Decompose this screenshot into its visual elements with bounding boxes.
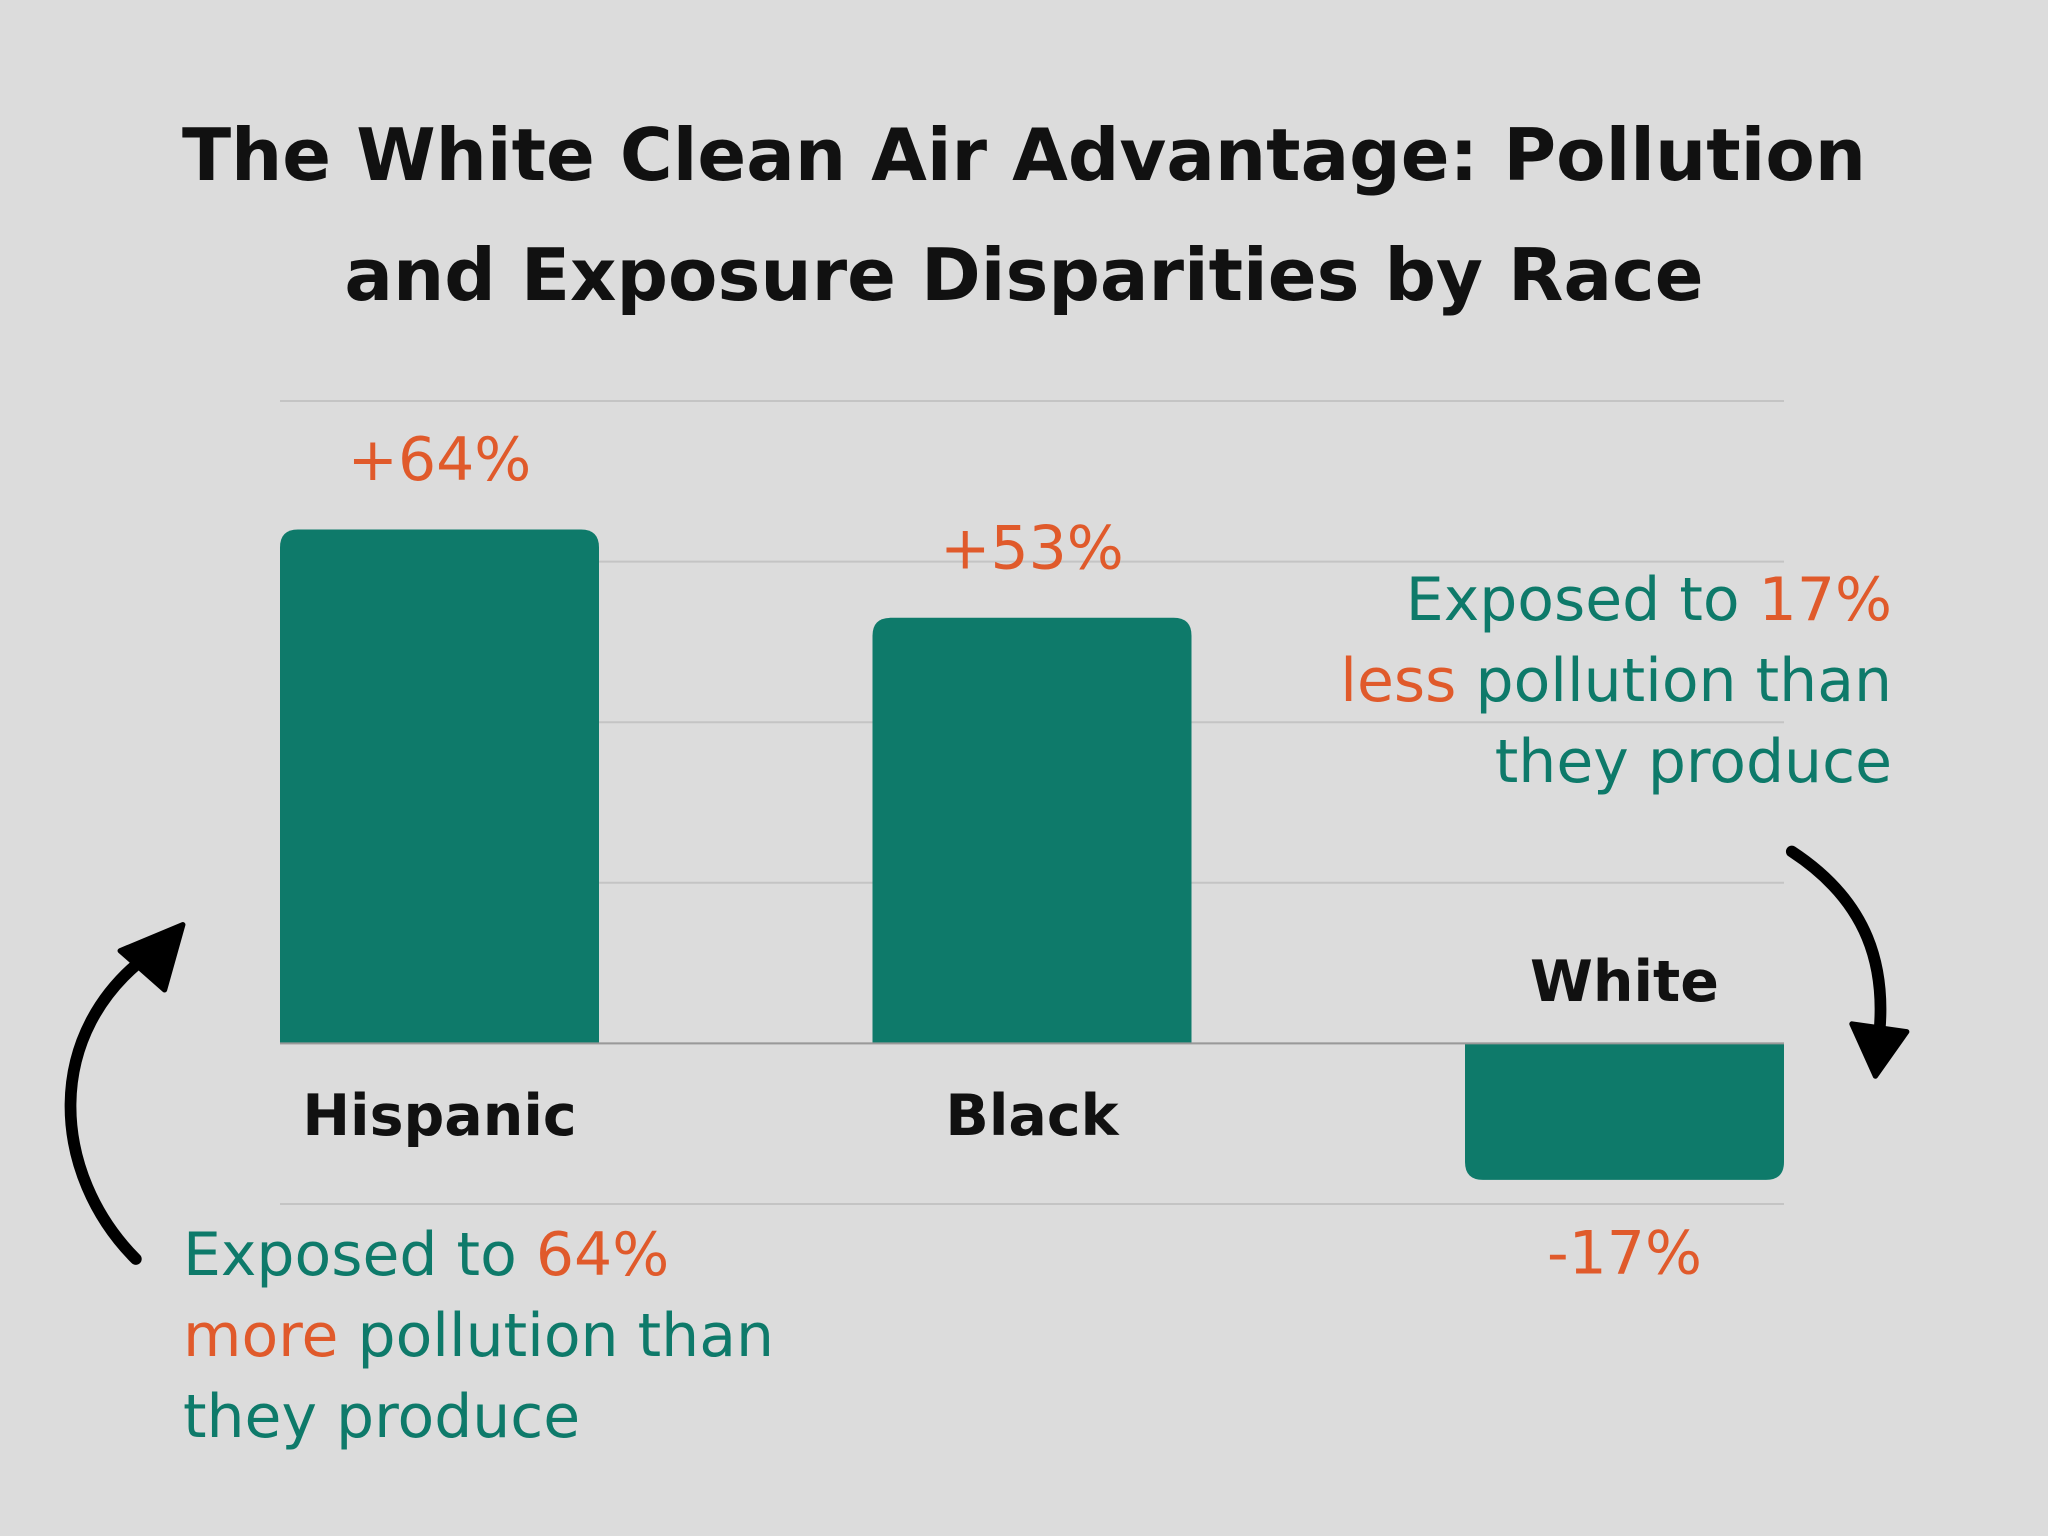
- annotation-part: more: [183, 1301, 338, 1371]
- annotation-part: 64%: [536, 1220, 669, 1290]
- title-box: The White Clean Air Advantage: Pollution…: [0, 95, 2048, 335]
- x-tick-label: Black: [945, 1083, 1119, 1149]
- arrows: [64, 845, 1910, 1265]
- arrowhead-right: [1849, 1021, 1910, 1079]
- annotation-part: 17%: [1759, 565, 1892, 635]
- annotation: Exposed to 64%: [183, 1220, 669, 1290]
- annotation-part: Exposed to: [183, 1220, 536, 1290]
- annotation: less pollution than: [1340, 646, 1892, 716]
- annotation-part: less: [1340, 646, 1456, 716]
- annotation: more pollution than: [183, 1301, 774, 1371]
- annotation: Exposed to 17%: [1406, 565, 1892, 635]
- bar: [280, 529, 599, 1044]
- value-label: -17%: [1547, 1219, 1702, 1289]
- x-tick-label: Hispanic: [302, 1083, 576, 1149]
- arrow-left: [64, 944, 160, 1265]
- annotation: they produce: [183, 1382, 580, 1452]
- bar: [1465, 1043, 1784, 1180]
- bar: [872, 617, 1192, 1044]
- annotation-part: pollution than: [338, 1301, 774, 1371]
- value-label: +64%: [348, 425, 532, 495]
- annotation-part: pollution than: [1456, 646, 1892, 716]
- x-tick-label: White: [1530, 949, 1719, 1015]
- arrow-right: [1785, 845, 1887, 1051]
- annotation: they produce: [1495, 727, 1892, 797]
- chart-title: The White Clean Air Advantage: Pollution…: [181, 113, 1867, 317]
- annotation-part: Exposed to: [1406, 565, 1759, 635]
- value-label: +53%: [940, 513, 1124, 583]
- annotation-part: they produce: [183, 1382, 580, 1452]
- arrowhead-left: [117, 922, 186, 993]
- annotation-part: they produce: [1495, 727, 1892, 797]
